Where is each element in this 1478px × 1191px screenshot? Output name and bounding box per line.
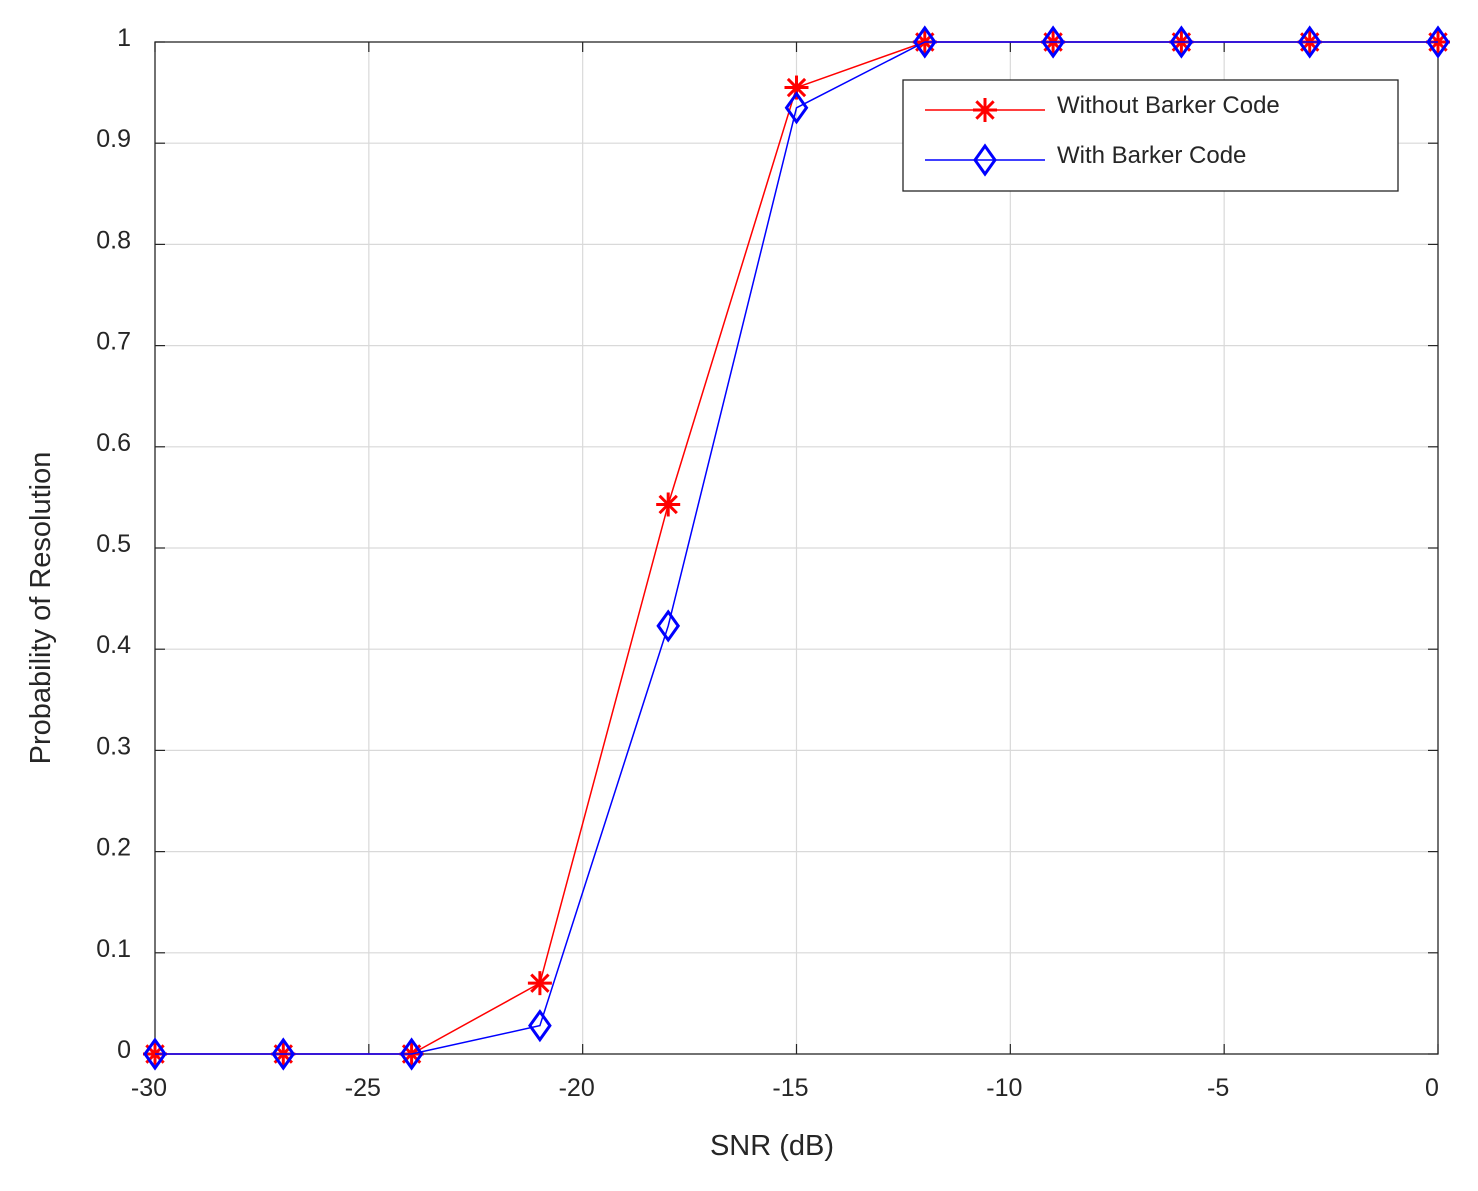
diamond-marker [784,91,809,125]
asterisk-marker [784,75,809,100]
x-axis-label: SNR (dB) [710,1130,834,1162]
y-tick-label: 0.3 [96,732,131,760]
y-tick-label: 0.1 [96,935,131,963]
y-axis-label: Probability of Resolution [25,452,57,765]
x-tick-label: -30 [131,1074,167,1102]
legend-entries: Without Barker Code With Barker Code [925,92,1280,177]
diamond-marker [973,143,997,177]
diamond-marker [656,609,681,643]
y-tick-label: 1 [117,24,131,52]
series-layer [143,25,1450,1071]
y-tick-label: 0.9 [96,125,131,153]
asterisk-marker [973,98,997,122]
diamond-marker [271,1037,296,1071]
y-tick-label: 0 [117,1036,131,1064]
x-tick-label: -15 [772,1074,808,1102]
y-tick-label: 0.7 [96,328,131,356]
x-tick-label: -20 [559,1074,595,1102]
y-tick-label: 0.2 [96,834,131,862]
x-tick-label: -10 [986,1074,1022,1102]
series-with-barker-code [143,25,1450,1071]
diamond-marker [528,1009,552,1043]
axis-ticks: -30 -25 -20 -15 -10 -5 0 0 0.1 0.2 0.3 0.4 0.5 0.6 0.7… [96,24,1439,1102]
series-line [155,41,1438,1055]
asterisk-marker [527,971,552,996]
x-tick-label: -5 [1207,1074,1229,1102]
x-tick-label: -25 [345,1074,381,1102]
y-tick-label: 0.6 [96,429,131,457]
legend-entry: With Barker Code [925,142,1246,177]
diamond-marker [143,1037,167,1071]
diamond-marker [1297,25,1322,59]
x-tick-label: 0 [1425,1074,1439,1102]
y-tick-label: 0.5 [96,530,131,558]
y-tick-label: 0.8 [96,226,131,254]
diamond-marker [1169,25,1194,59]
legend-label: With Barker Code [1057,142,1246,169]
legend: Without Barker Code With Barker Code [902,79,1399,192]
diamond-marker [912,25,937,59]
asterisk-marker [656,492,681,517]
grid [155,42,1438,1054]
legend-entry: Without Barker Code [925,92,1280,122]
diamond-marker [399,1037,424,1071]
diamond-marker [1041,25,1065,59]
y-tick-label: 0.4 [96,631,131,659]
diamond-marker [1426,25,1450,59]
legend-label: Without Barker Code [1057,92,1280,119]
